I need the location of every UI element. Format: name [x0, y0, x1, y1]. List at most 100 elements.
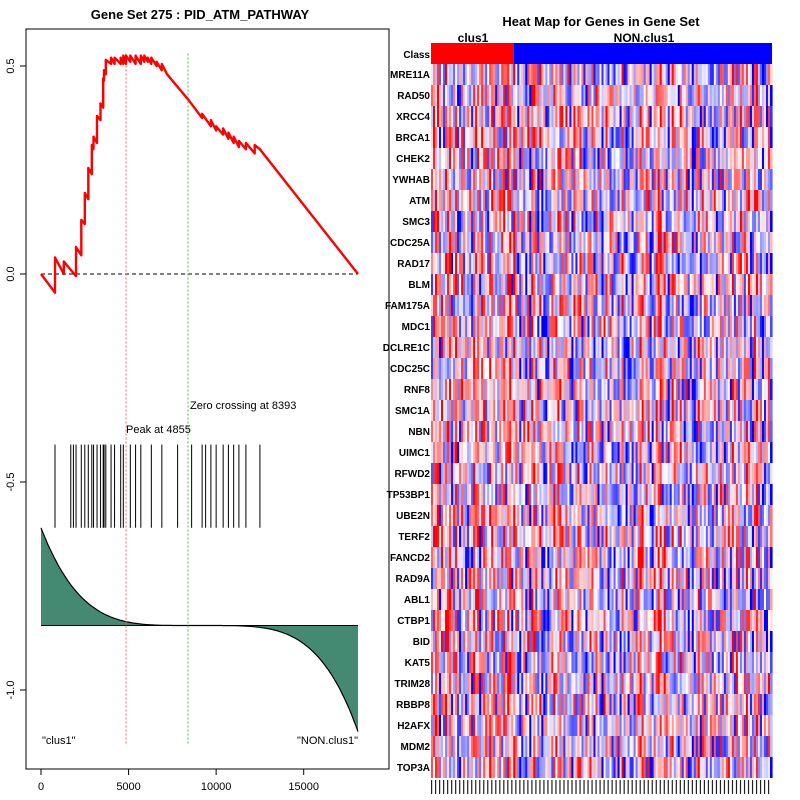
heatmap-cell — [749, 106, 753, 127]
heatmap-cell — [581, 568, 585, 589]
heatmap-cell — [631, 85, 635, 106]
heatmap-cell — [561, 274, 564, 295]
heatmap-cell — [503, 148, 506, 169]
heatmap-cell — [547, 400, 550, 421]
heatmap-cell — [493, 253, 496, 274]
heatmap-cell — [619, 505, 623, 526]
heatmap-cell — [659, 127, 663, 148]
heatmap-cell — [607, 148, 611, 169]
heatmap-cell — [435, 190, 438, 211]
heatmap-cell — [629, 337, 633, 358]
heatmap-cell — [663, 379, 667, 400]
heatmap-cell — [541, 484, 544, 505]
heatmap-cell — [531, 295, 534, 316]
heatmap-cell — [701, 484, 705, 505]
heatmap-cell — [459, 547, 462, 568]
heatmap-cell — [481, 253, 484, 274]
heatmap-cell — [645, 484, 649, 505]
heatmap-cell — [599, 589, 603, 610]
heatmap-cell — [529, 589, 532, 610]
heatmap-cell — [737, 400, 741, 421]
heatmap-cell — [631, 568, 635, 589]
heatmap-cell — [529, 316, 532, 337]
heatmap-cell — [543, 211, 546, 232]
heatmap-cell — [699, 631, 703, 652]
heatmap-cell — [529, 526, 532, 547]
heatmap-cell — [513, 232, 516, 253]
heatmap-cell — [695, 148, 699, 169]
heatmap-cell — [727, 211, 731, 232]
heatmap-cell — [445, 610, 448, 631]
heatmap-cell — [573, 421, 577, 442]
heatmap-cell — [731, 106, 735, 127]
heatmap-cell — [725, 568, 729, 589]
heatmap-cell — [545, 589, 548, 610]
heatmap-cell — [479, 589, 482, 610]
heatmap-cell — [635, 337, 639, 358]
heatmap-cell — [665, 169, 669, 190]
heatmap-cell — [687, 232, 691, 253]
heatmap-cell — [719, 379, 723, 400]
heatmap-cell — [607, 85, 611, 106]
heatmap-cell — [601, 64, 605, 85]
heatmap-cell — [613, 442, 617, 463]
heatmap-cell — [523, 631, 526, 652]
heatmap-cell — [769, 190, 773, 211]
heatmap-cell — [703, 484, 707, 505]
heatmap-cell — [685, 547, 689, 568]
heatmap-cell — [461, 190, 464, 211]
heatmap-cell — [573, 547, 577, 568]
heatmap-cell — [747, 337, 751, 358]
heatmap-cell — [643, 148, 647, 169]
x-tick-label: 0 — [38, 781, 44, 793]
heatmap-cell — [467, 358, 470, 379]
heatmap-cell — [615, 589, 619, 610]
heatmap-cell — [491, 652, 494, 673]
heatmap-cell — [477, 190, 480, 211]
heatmap-cell — [585, 169, 589, 190]
heatmap-cell — [719, 589, 723, 610]
heatmap-cell — [617, 358, 621, 379]
heatmap-cell — [575, 316, 579, 337]
heatmap-cell — [555, 652, 558, 673]
heatmap-cell — [693, 358, 697, 379]
heatmap-cell — [505, 400, 508, 421]
heatmap-cell — [441, 484, 444, 505]
heatmap-cell — [725, 358, 729, 379]
heatmap-cell — [489, 190, 492, 211]
heatmap-cell — [687, 463, 691, 484]
heatmap-cell — [741, 211, 745, 232]
heatmap-cell — [763, 463, 767, 484]
heatmap-cell — [623, 64, 627, 85]
heatmap-cell — [527, 631, 530, 652]
heatmap-cell — [629, 64, 633, 85]
heatmap-cell — [713, 484, 717, 505]
heatmap-cell — [753, 337, 757, 358]
heatmap-cell — [485, 253, 488, 274]
heatmap-cell — [723, 64, 727, 85]
heatmap-cell — [633, 316, 637, 337]
heatmap-cell — [677, 253, 681, 274]
heatmap-cell — [705, 400, 709, 421]
heatmap-cell — [579, 526, 583, 547]
heatmap-cell — [445, 589, 448, 610]
heatmap-cell — [563, 484, 566, 505]
heatmap-cell — [631, 64, 635, 85]
heatmap-cell — [513, 463, 516, 484]
heatmap-cell — [765, 589, 769, 610]
heatmap-cell — [469, 547, 472, 568]
heatmap-cell — [633, 505, 637, 526]
heatmap-cell — [509, 127, 512, 148]
heatmap-cell — [713, 463, 717, 484]
heatmap-cell — [763, 232, 767, 253]
heatmap-cell — [757, 463, 761, 484]
heatmap-cell — [643, 127, 647, 148]
heatmap-cell — [547, 106, 550, 127]
heatmap-cell — [731, 463, 735, 484]
heatmap-cell — [575, 421, 579, 442]
heatmap-cell — [525, 316, 528, 337]
heatmap-cell — [641, 610, 645, 631]
heatmap-cell — [701, 337, 705, 358]
heatmap-cell — [437, 316, 440, 337]
